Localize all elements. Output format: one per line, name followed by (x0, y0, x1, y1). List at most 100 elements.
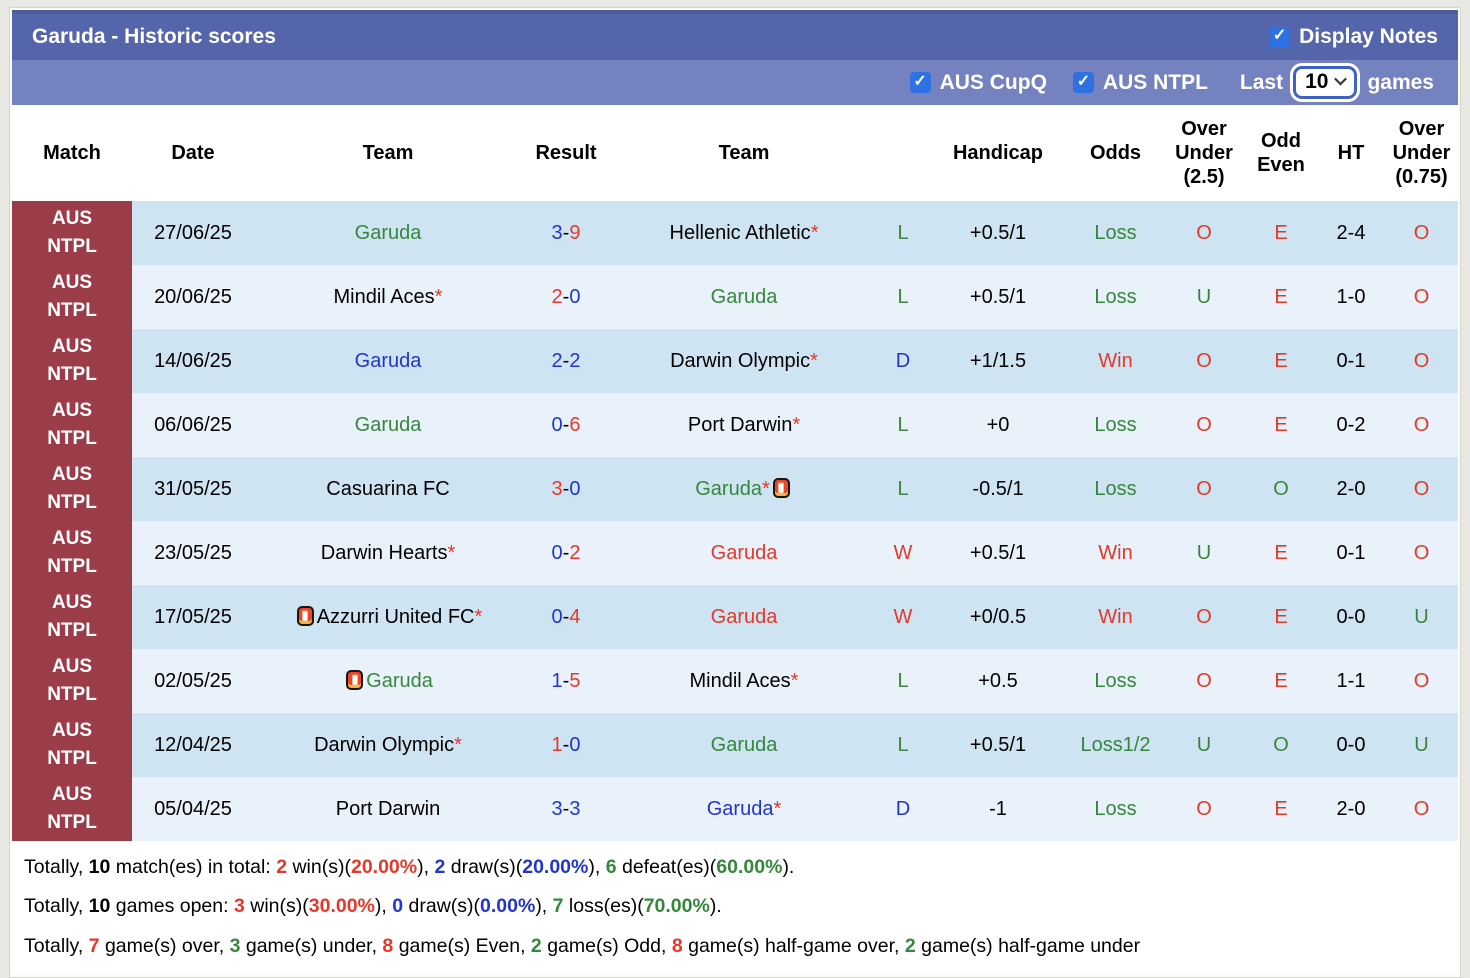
wdl-indicator-value: L (897, 221, 909, 244)
aus-cupq-checkbox[interactable]: ✓ (909, 72, 931, 93)
odds-result-value: Win (1098, 605, 1133, 628)
home-team-cell: Port Darwin (254, 777, 522, 841)
odd-even-value: O (1273, 733, 1289, 756)
handicap: +0/0.5 (928, 585, 1068, 649)
match-date: 12/04/25 (132, 713, 254, 777)
table-row: AUS NTPL 20/06/25 Mindil Aces* 2-0 Garuda L +0… (12, 265, 1458, 329)
away-team-cell: Garuda (610, 585, 878, 649)
score-dash: - (562, 477, 570, 500)
summary-segment: ). (782, 856, 795, 878)
wdl-indicator: L (878, 649, 928, 713)
away-score: 0 (569, 733, 581, 756)
odd-even-value: E (1274, 221, 1288, 244)
result: 2-0 (522, 265, 610, 329)
team-name: Garuda (710, 541, 778, 564)
score-dash: - (562, 349, 570, 372)
odds-result-value: Loss (1094, 797, 1137, 820)
team-star: * (434, 285, 443, 308)
odds-result-value: Win (1098, 541, 1133, 564)
wdl-indicator: L (878, 393, 928, 457)
half-time-score: 2-4 (1317, 201, 1385, 265)
team-name: Garuda (710, 285, 778, 308)
over-under-25: O (1163, 457, 1245, 521)
summary-segment: game(s) over, (99, 934, 230, 957)
summary-segment: ). (709, 895, 722, 918)
summary-segment: match(es) in total: (110, 856, 277, 878)
league-badge: AUS NTPL (12, 585, 132, 649)
odd-even-value: E (1274, 797, 1288, 820)
over-under-075: O (1385, 457, 1458, 521)
odd-even-value: E (1274, 605, 1288, 628)
table-row: AUS NTPL 27/06/25 Garuda 3-9 Hellenic Athlet… (12, 201, 1458, 265)
away-team-cell: Port Darwin* (610, 393, 878, 457)
away-score: 9 (569, 221, 581, 244)
match-date: 20/06/25 (132, 265, 254, 329)
display-notes-checkbox[interactable]: ✓ (1269, 26, 1291, 48)
checkmark-icon: ✓ (1272, 27, 1287, 44)
odds-result: Loss (1068, 649, 1163, 713)
over-under-075: O (1385, 521, 1458, 585)
column-header: Date (132, 105, 254, 201)
filter-aus-ntpl[interactable]: ✓ AUS NTPL (1072, 71, 1208, 95)
team-name: Garuda (710, 733, 778, 756)
over-under-075-value: O (1413, 349, 1430, 372)
away-team-cell: Garuda (610, 521, 878, 585)
over-under-075: O (1385, 329, 1458, 393)
league-badge: AUS NTPL (12, 393, 132, 457)
wdl-indicator-value: L (897, 285, 909, 308)
score-dash: - (562, 285, 570, 308)
half-time-score: 1-1 (1317, 649, 1385, 713)
red-card-icon (296, 605, 314, 626)
home-team-cell: Casuarina FC (254, 457, 522, 521)
games-count-select[interactable]: 10 (1293, 66, 1358, 99)
aus-cupq-label: AUS CupQ (939, 70, 1047, 94)
odds-result: Loss (1068, 777, 1163, 841)
summary-segment: 2 (434, 856, 446, 878)
over-under-075: O (1385, 393, 1458, 457)
odd-even-value: E (1274, 541, 1288, 564)
home-team-cell: Darwin Olympic* (254, 713, 522, 777)
odd-even: E (1245, 393, 1317, 457)
league-badge: AUS NTPL (12, 329, 132, 393)
chevron-down-icon (1334, 72, 1348, 86)
home-score: 0 (551, 541, 563, 564)
odd-even: O (1245, 457, 1317, 521)
table-row: AUS NTPL 05/04/25 Port Darwin 3-3 Garuda* D -1… (12, 777, 1458, 841)
away-score: 0 (569, 477, 581, 500)
odds-result: Loss1/2 (1068, 713, 1163, 777)
odd-even: E (1245, 649, 1317, 713)
over-under-25: O (1163, 393, 1245, 457)
summary-segment: 0.00% (480, 895, 536, 918)
wdl-indicator-value: W (893, 541, 913, 564)
home-team-cell: Garuda (254, 329, 522, 393)
wdl-indicator: W (878, 521, 928, 585)
summary-segment: 10 (88, 895, 111, 918)
over-under-075-value: U (1414, 605, 1429, 628)
table-row: AUS NTPL 12/04/25 Darwin Olympic* 1-0 Garuda… (12, 713, 1458, 777)
team-name: Darwin Hearts (320, 541, 448, 564)
aus-ntpl-checkbox[interactable]: ✓ (1072, 72, 1094, 93)
wdl-indicator-value: D (895, 349, 911, 372)
over-under-25: O (1163, 649, 1245, 713)
summary-segment: 7 (88, 934, 100, 957)
historic-scores-widget: Garuda - Historic scores ✓ Display Notes… (10, 8, 1460, 978)
team-name: Garuda (354, 413, 422, 436)
summary-segment: 3 (229, 934, 241, 957)
display-notes-toggle[interactable]: ✓ Display Notes (1269, 25, 1438, 49)
wdl-indicator-value: L (897, 413, 909, 436)
filter-aus-cupq[interactable]: ✓ AUS CupQ (909, 70, 1047, 95)
league-badge: AUS NTPL (12, 457, 132, 521)
odds-result-value: Loss (1094, 221, 1137, 244)
summary-segment: Totally, (24, 856, 89, 878)
team-name: Casuarina FC (326, 477, 450, 500)
games-label: games (1367, 70, 1434, 94)
result: 0-2 (522, 521, 610, 585)
over-under-25-value: O (1196, 221, 1212, 244)
summary-segment: game(s) Odd, (541, 934, 672, 957)
summary-segment: win(s)( (244, 895, 309, 918)
summary-segment: game(s) under, (240, 934, 383, 957)
team-star: * (792, 413, 801, 436)
over-under-25-value: O (1196, 477, 1212, 500)
summary-segment: 8 (382, 934, 394, 957)
team-name: Garuda (366, 669, 433, 692)
